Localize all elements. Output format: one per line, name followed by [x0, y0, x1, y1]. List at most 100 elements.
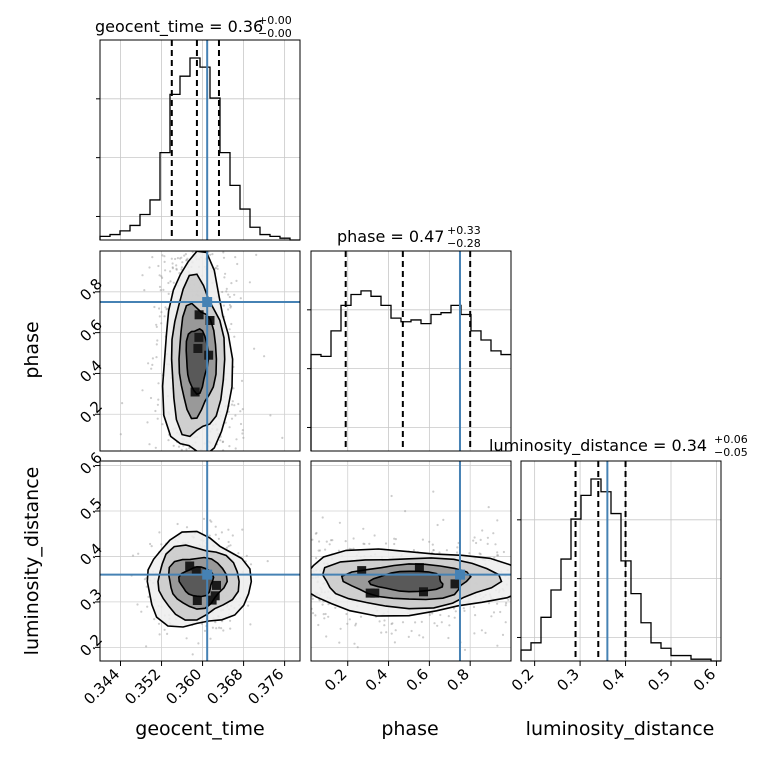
y-tick-label-luminosity-distance: 0.6 [76, 449, 106, 479]
sample-point [172, 281, 175, 284]
title-phase-plus: +0.33 [447, 224, 481, 237]
sample-point [338, 641, 341, 644]
sample-point [183, 254, 186, 257]
sample-point [447, 636, 450, 640]
sample-point [353, 642, 356, 645]
sample-point [171, 262, 174, 265]
sample-point [384, 542, 388, 545]
sample-point [146, 605, 149, 608]
contour-0 [146, 530, 253, 628]
sample-point [445, 549, 448, 552]
sample-point [359, 615, 363, 618]
sample-point [269, 414, 272, 417]
sample-point [432, 490, 435, 493]
sample-point [439, 613, 442, 617]
sample-point [137, 552, 140, 555]
sample-point [163, 315, 166, 318]
sample-point [394, 629, 397, 632]
contour-2 [178, 302, 218, 420]
sample-point [327, 615, 330, 618]
density-cell [414, 563, 424, 573]
panel-frame-geocent-time [99, 39, 301, 241]
sample-point [486, 536, 489, 539]
sample-point [504, 604, 507, 607]
sample-point [214, 525, 217, 528]
sample-point [380, 631, 383, 634]
density-level-3 [368, 571, 443, 592]
sample-point [188, 447, 191, 450]
sample-point [158, 531, 161, 534]
contour-0 [311, 548, 511, 617]
x-tick-label-phase: 0.8 [443, 665, 473, 695]
sample-point [337, 549, 340, 552]
density-cell [370, 588, 380, 598]
sample-point [161, 254, 164, 257]
x-tick-label-phase: 0.4 [362, 665, 392, 695]
sample-point [502, 550, 505, 554]
sample-point [448, 624, 451, 627]
sample-point [222, 629, 225, 632]
sample-point [447, 615, 450, 618]
sample-point [175, 267, 178, 270]
sample-point [484, 631, 487, 635]
sample-point [438, 551, 441, 554]
sample-point [322, 613, 325, 616]
sample-point [338, 521, 341, 524]
sample-point [245, 554, 248, 558]
sample-point [175, 264, 178, 267]
sample-point [463, 648, 467, 652]
sample-point [242, 436, 245, 439]
sample-point [224, 421, 227, 424]
hist-panel-phase [310, 251, 511, 451]
sample-point [231, 534, 234, 537]
sample-point [363, 542, 366, 546]
sample-point [432, 549, 435, 552]
sample-point [352, 547, 355, 550]
sample-point [209, 253, 212, 256]
y-tick-label-phase: 0.6 [76, 316, 106, 346]
sample-point [157, 264, 160, 268]
sample-point [234, 447, 237, 450]
sample-point [394, 538, 397, 541]
sample-point [346, 622, 349, 625]
sample-point [237, 552, 240, 555]
sample-point [214, 267, 217, 270]
sample-point [475, 541, 478, 545]
histogram-step-luminosity-distance [520, 478, 721, 662]
sample-point [421, 538, 424, 541]
sample-point [354, 622, 358, 625]
scatter-panel-geocent-time-vs-phase [100, 251, 300, 451]
sample-point [352, 537, 355, 540]
sample-point [184, 253, 187, 256]
sample-point [166, 307, 169, 310]
sample-point [492, 532, 495, 535]
contour-1 [157, 544, 240, 621]
sample-point [436, 523, 439, 527]
sample-point [321, 603, 324, 606]
contour-3 [177, 565, 215, 598]
sample-point [490, 615, 493, 618]
ylabel-luminosity-distance: luminosity_distance [21, 467, 43, 656]
density-cell [185, 561, 195, 571]
density-cell [365, 588, 375, 598]
density-cell [194, 332, 204, 342]
sample-point [234, 256, 237, 259]
x-tick-label-phase: 0.2 [321, 665, 351, 695]
title-phase: phase = 0.47 [337, 227, 444, 246]
sample-point [225, 546, 228, 549]
sample-point [233, 293, 236, 296]
sample-point [140, 610, 143, 613]
sample-point [154, 446, 157, 449]
sample-point [230, 322, 233, 326]
sample-point [227, 308, 230, 311]
sample-point [420, 620, 423, 624]
sample-point [480, 629, 483, 632]
sample-point [496, 644, 499, 647]
xlabel-phase: phase [381, 718, 438, 740]
title-geocent-time: geocent_time = 0.36 [95, 17, 263, 37]
sample-point [153, 305, 156, 309]
sample-point [157, 622, 161, 625]
x-tick-label-luminosity-distance: 0.5 [644, 665, 674, 695]
sample-point [356, 646, 359, 649]
sample-point [203, 629, 207, 633]
